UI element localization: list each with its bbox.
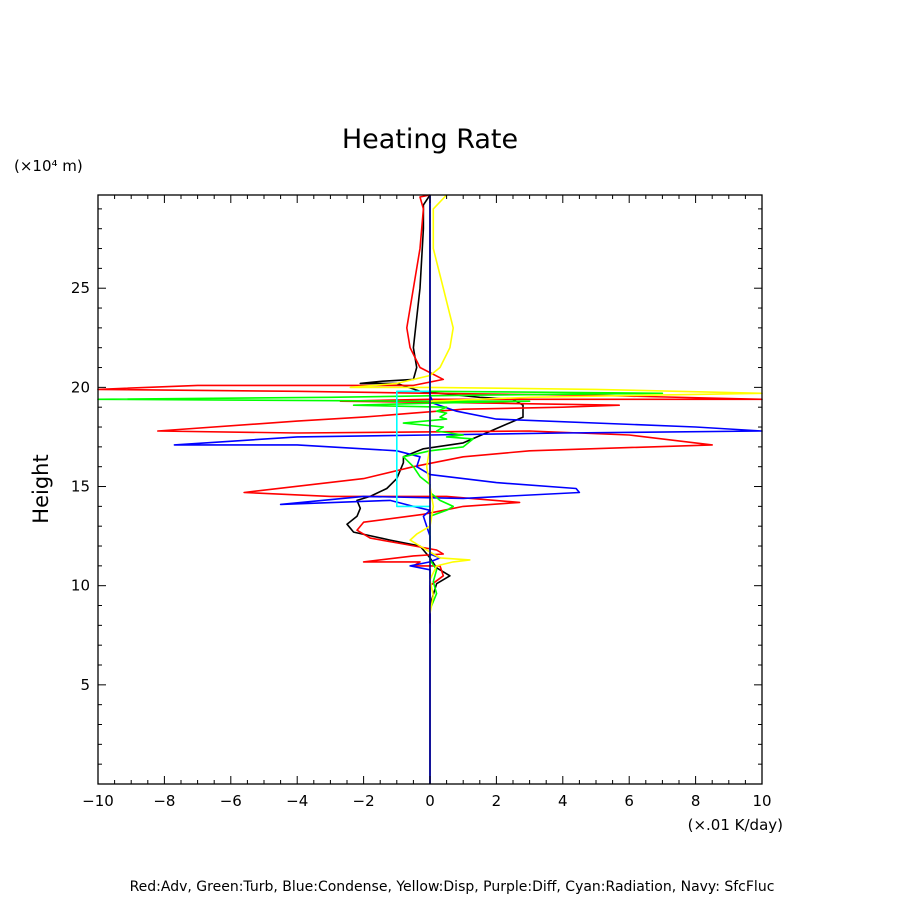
series-layer: [97, 194, 763, 784]
x-tick-label: −8: [153, 792, 175, 810]
x-tick-label: −4: [286, 792, 308, 810]
x-tick-label: −2: [353, 792, 375, 810]
y-unit-label: (×10⁴ m): [14, 157, 83, 175]
x-tick-label: −10: [82, 792, 114, 810]
chart-title: Heating Rate: [342, 124, 518, 155]
x-tick-label: 4: [558, 792, 568, 810]
y-tick-label: 15: [71, 478, 90, 496]
ticks-layer: −10 −8 −6 −4 −2 0 2 4 6 8 10 5 10 15 20 25: [71, 195, 772, 810]
y-tick-label: 20: [71, 378, 90, 396]
x-tick-label: 2: [492, 792, 502, 810]
y-tick-label: 25: [71, 279, 90, 297]
x-tick-label: 0: [425, 792, 435, 810]
y-tick-label: 5: [80, 676, 90, 694]
y-axis-label: Height: [29, 454, 53, 523]
legend-text: Red:Adv, Green:Turb, Blue:Condense, Yell…: [130, 879, 775, 895]
x-tick-label: 8: [691, 792, 701, 810]
x-tick-label: −6: [220, 792, 242, 810]
x-tick-label: 10: [752, 792, 771, 810]
x-unit-label: (×.01 K/day): [688, 816, 783, 834]
series-line-1: [97, 194, 763, 624]
x-tick-label: 6: [624, 792, 634, 810]
series-line-2: [173, 195, 763, 784]
y-tick-label: 10: [71, 577, 90, 595]
